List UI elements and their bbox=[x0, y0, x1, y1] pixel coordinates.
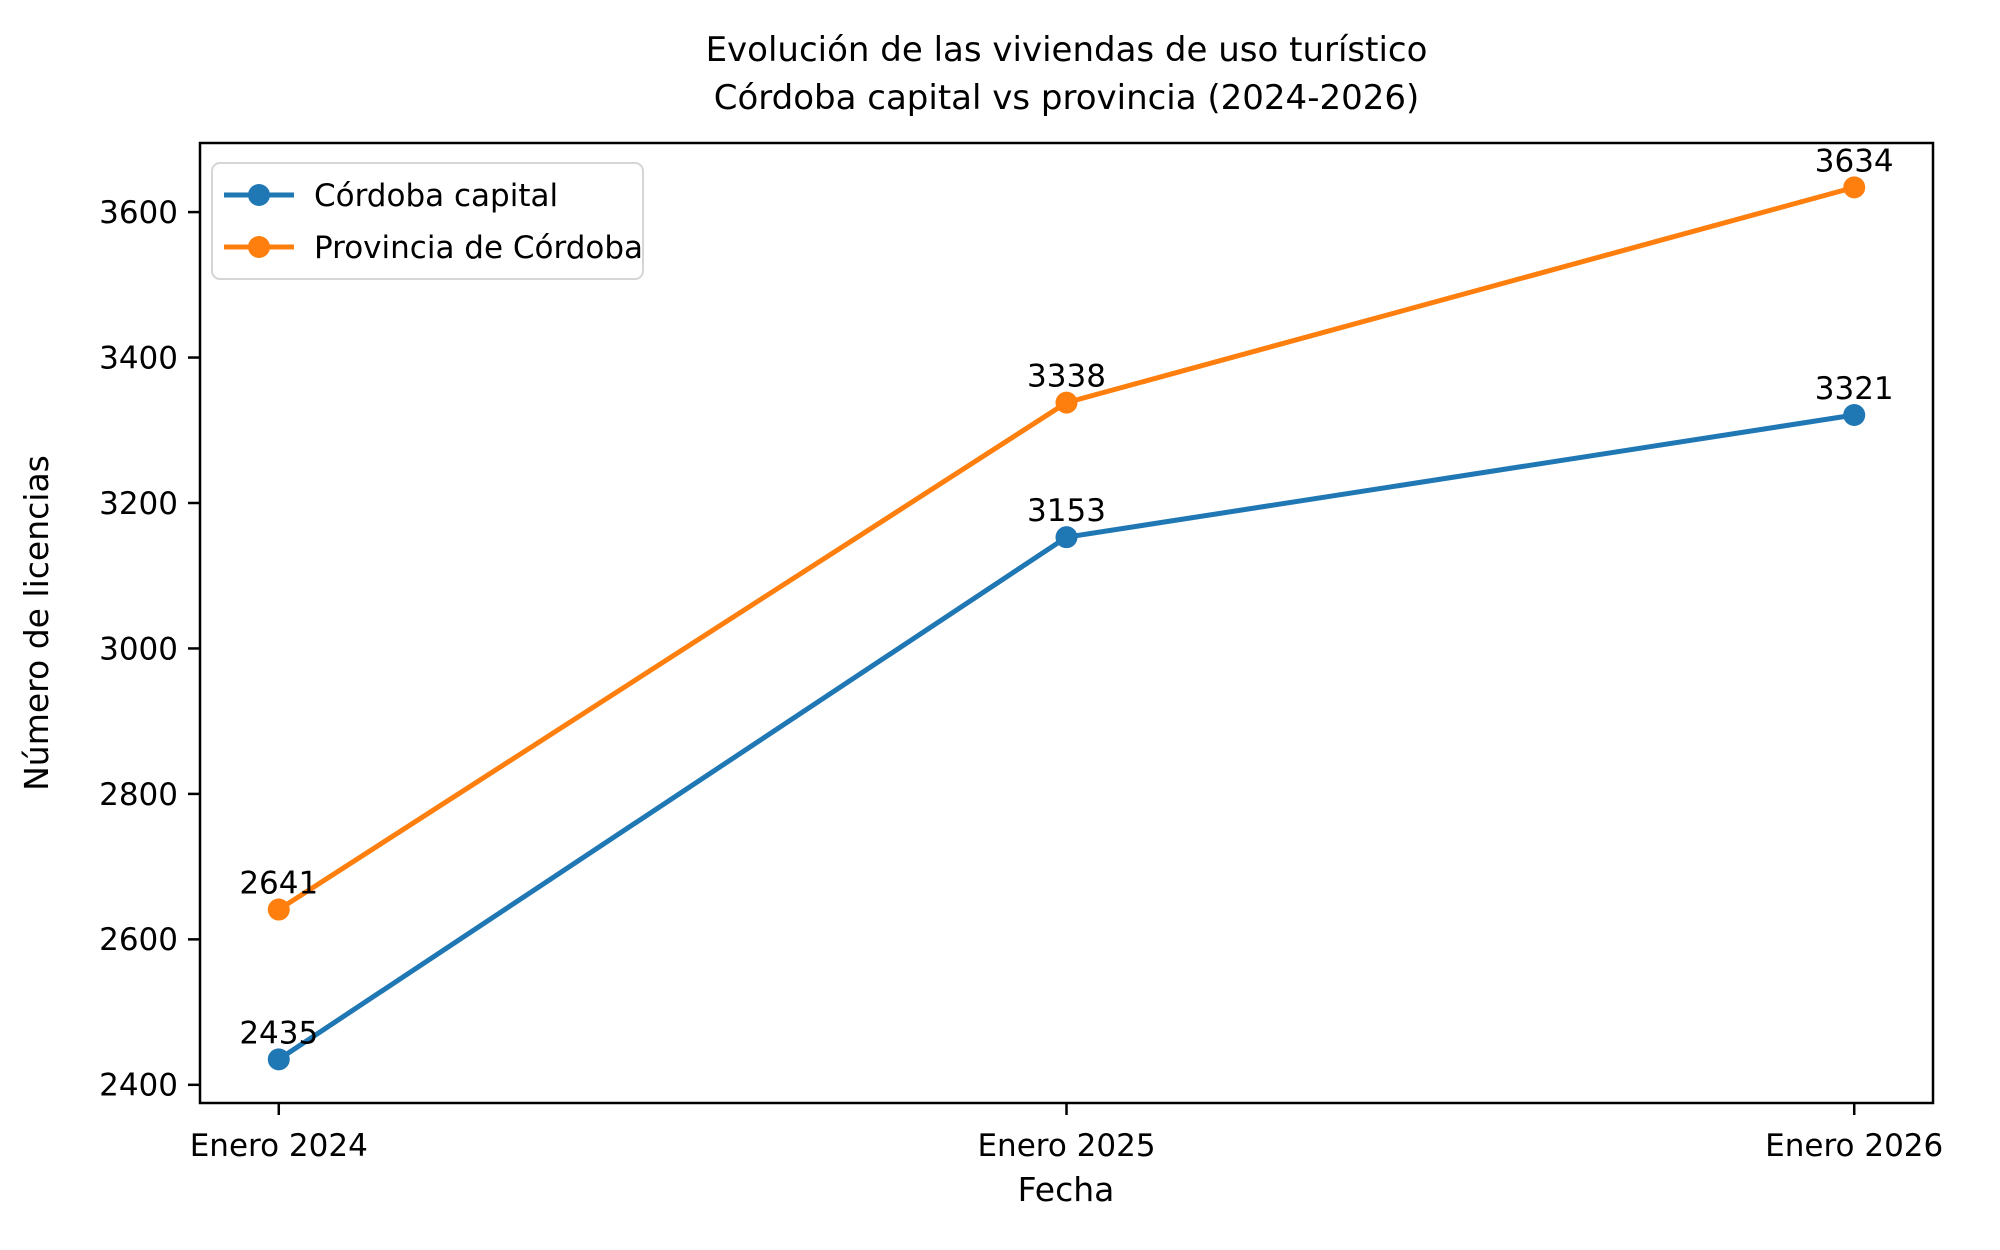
y-tick-label: 3000 bbox=[99, 631, 178, 667]
legend-label: Córdoba capital bbox=[314, 178, 558, 214]
data-point-marker bbox=[1055, 526, 1078, 549]
series-line bbox=[276, 184, 1857, 913]
data-point-label: 3634 bbox=[1815, 143, 1894, 179]
data-point-marker bbox=[267, 898, 290, 921]
data-point-label: 3338 bbox=[1027, 359, 1106, 395]
y-tick-label: 2400 bbox=[99, 1068, 178, 1104]
y-tick-label: 2800 bbox=[99, 777, 178, 813]
data-point-marker bbox=[267, 1048, 290, 1071]
legend-sample-marker bbox=[248, 236, 270, 258]
legend-item-c-rdoba-capital: Córdoba capital bbox=[224, 178, 558, 214]
legend-box bbox=[211, 162, 644, 280]
y-tick-label: 3400 bbox=[99, 340, 178, 376]
legend-sample-marker bbox=[248, 184, 270, 206]
series-provincia-de-c-rdoba: 2641 3338 3634 bbox=[239, 143, 1894, 921]
data-point-marker bbox=[1055, 391, 1078, 414]
axes-layer: 2400 2600 2800 3000 3200 3400 3600 Enero 2024 En… bbox=[99, 141, 1943, 1164]
legend-layer: Córdoba capital Provincia de Córdoba bbox=[211, 162, 644, 280]
legend-label: Provincia de Córdoba bbox=[314, 230, 643, 266]
x-tick-label: Enero 2026 bbox=[1765, 1128, 1943, 1164]
chart-title: Evolución de las viviendas de uso turíst… bbox=[200, 26, 1933, 122]
data-point-label: 3153 bbox=[1027, 493, 1106, 529]
y-tick-label: 2600 bbox=[99, 922, 178, 958]
data-point-marker bbox=[1843, 404, 1866, 426]
data-point-label: 2435 bbox=[239, 1015, 318, 1051]
data-point-marker bbox=[1843, 176, 1866, 199]
chart-title-line-1: Evolución de las viviendas de uso turíst… bbox=[705, 30, 1428, 70]
x-axis-label: Fecha bbox=[1018, 1170, 1115, 1209]
y-tick-label: 3200 bbox=[99, 486, 178, 522]
y-axis-label: Número de licencias bbox=[17, 455, 56, 791]
data-point-label: 3321 bbox=[1815, 371, 1894, 407]
series-layer: 2435 3153 3321 2641 3338 3634 bbox=[239, 143, 1894, 1071]
x-tick-label: Enero 2024 bbox=[190, 1128, 368, 1164]
series-c-rdoba-capital: 2435 3153 3321 bbox=[239, 371, 1894, 1071]
plot-border bbox=[198, 141, 1935, 1105]
chart-title-line-2: Córdoba capital vs provincia (2024-2026) bbox=[713, 78, 1420, 118]
x-tick-label: Enero 2025 bbox=[977, 1128, 1155, 1164]
y-tick-label: 3600 bbox=[99, 195, 178, 231]
data-point-label: 2641 bbox=[239, 866, 318, 902]
legend-item-provincia-de-c-rdoba: Provincia de Córdoba bbox=[224, 230, 643, 266]
